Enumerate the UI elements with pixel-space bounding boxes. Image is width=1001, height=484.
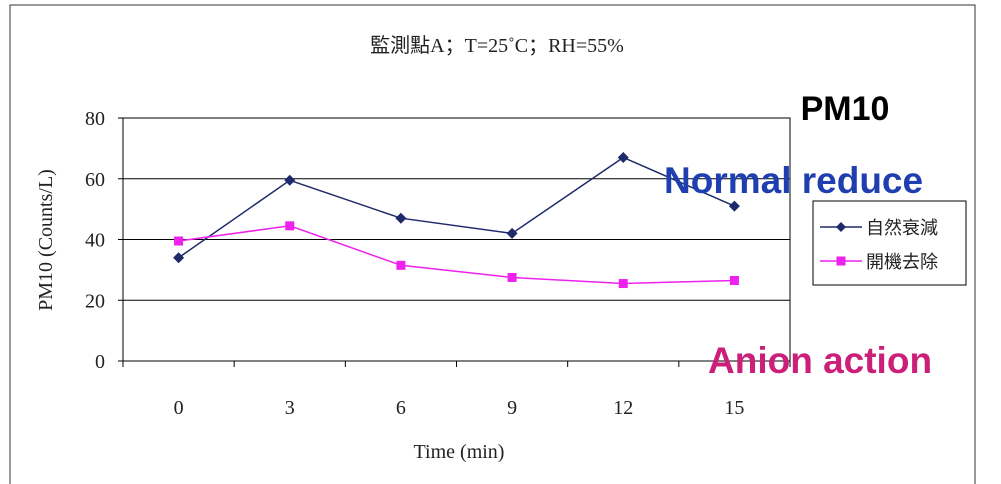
series-1-point (506, 227, 518, 239)
series-2-point (618, 279, 628, 289)
legend-series-2-label: 開機去除 (866, 252, 938, 273)
legend-box (812, 200, 967, 286)
x-axis-label: Time (min) (414, 441, 505, 463)
x-tick-label: 3 (285, 397, 295, 419)
y-tick-label: 20 (85, 290, 105, 312)
x-tick-label: 9 (507, 397, 517, 419)
series-lines (173, 151, 740, 289)
y-tick-label: 60 (85, 169, 105, 191)
y-tick-label: 40 (85, 230, 105, 252)
legend: 自然衰減 開機去除 (812, 200, 967, 286)
series-2-point (285, 221, 295, 231)
x-tick-label: 12 (613, 397, 633, 419)
x-tick-labels: 0 3 6 9 12 15 (174, 397, 745, 419)
y-tick-label: 80 (85, 108, 105, 130)
gridlines (118, 117, 791, 367)
legend-series-1-marker (836, 222, 846, 232)
series-line-2 (178, 225, 735, 285)
series-2-point (174, 236, 184, 246)
chart-title: 監測點A；T=25˚C；RH=55% (370, 34, 624, 57)
series-2-point (507, 272, 517, 282)
series-2-point (396, 260, 406, 270)
annotation-heading: PM10 (801, 90, 890, 128)
series-1-point (395, 212, 407, 224)
annotation-normal-reduce: Normal reduce (664, 160, 923, 201)
annotation-anion-action: Anion action (708, 340, 932, 381)
series-1-point (284, 174, 296, 186)
y-axis-label: PM10 (Counts/L) (35, 169, 57, 311)
series-line-1 (178, 156, 735, 259)
x-tick-label: 15 (724, 397, 744, 419)
x-tick-label: 6 (396, 397, 406, 419)
y-tick-label: 0 (95, 351, 105, 373)
legend-series-2-marker (836, 256, 846, 266)
series-1-point (617, 151, 629, 163)
series-2-point (729, 276, 739, 286)
legend-series-1-label: 自然衰減 (866, 218, 938, 239)
series-1-point (173, 252, 185, 264)
x-tick-label: 0 (174, 397, 184, 419)
y-tick-labels: 0 20 40 60 80 (85, 108, 105, 373)
series-1-point (728, 200, 740, 212)
